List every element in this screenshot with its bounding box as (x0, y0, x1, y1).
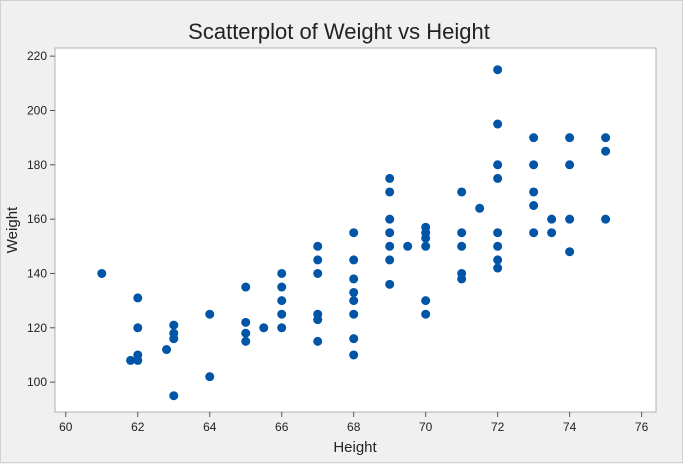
data-point (133, 355, 143, 365)
data-point (313, 336, 323, 346)
x-axis: 60 62 64 66 68 70 72 74 76 (59, 412, 649, 434)
data-point (565, 160, 575, 170)
data-point (133, 323, 143, 333)
data-point (349, 287, 359, 297)
data-point (349, 334, 359, 344)
x-tick-label: 62 (131, 420, 145, 434)
data-point (565, 133, 575, 143)
data-point (457, 187, 467, 197)
data-point (313, 255, 323, 265)
data-point (277, 323, 287, 333)
x-tick-label: 76 (635, 420, 649, 434)
data-point (493, 263, 503, 273)
x-tick-label: 66 (275, 420, 289, 434)
data-point (421, 241, 431, 251)
data-point (277, 268, 287, 278)
data-point (493, 228, 503, 238)
data-point (385, 214, 395, 224)
data-point (205, 372, 215, 382)
data-point (313, 315, 323, 325)
data-point (385, 228, 395, 238)
data-point (457, 274, 467, 284)
data-point (493, 173, 503, 183)
data-point (277, 296, 287, 306)
data-point (162, 345, 172, 355)
y-tick-label: 180 (27, 158, 47, 172)
data-point (529, 187, 539, 197)
data-point (385, 187, 395, 197)
data-point (529, 201, 539, 211)
data-point (529, 133, 539, 143)
data-point (277, 309, 287, 319)
data-point (205, 309, 215, 319)
x-tick-label: 68 (347, 420, 361, 434)
x-tick-label: 74 (563, 420, 577, 434)
data-point (385, 241, 395, 251)
data-point (277, 282, 287, 292)
data-point (493, 255, 503, 265)
data-point (493, 241, 503, 251)
y-tick-label: 100 (27, 375, 47, 389)
data-point (385, 255, 395, 265)
data-point (421, 296, 431, 306)
data-point (349, 274, 359, 284)
data-point (241, 328, 251, 338)
data-point (169, 334, 179, 344)
data-point (385, 173, 395, 183)
data-point (547, 214, 557, 224)
data-point (133, 293, 143, 303)
data-point (126, 355, 136, 365)
data-point (403, 241, 413, 251)
data-point (349, 350, 359, 360)
x-axis-title: Height (333, 439, 377, 456)
data-point (457, 241, 467, 251)
data-point (241, 317, 251, 327)
data-point (241, 282, 251, 292)
x-tick-label: 72 (491, 420, 505, 434)
data-point (97, 268, 107, 278)
data-point (601, 214, 611, 224)
data-point (493, 65, 503, 75)
chart-title: Scatterplot of Weight vs Height (188, 19, 490, 44)
data-point (565, 247, 575, 257)
data-point (169, 320, 179, 330)
data-points (97, 65, 611, 401)
data-point (421, 233, 431, 243)
data-point (529, 160, 539, 170)
data-point (493, 160, 503, 170)
data-point (457, 228, 467, 238)
data-point (313, 241, 323, 251)
y-tick-label: 120 (27, 321, 47, 335)
data-point (349, 228, 359, 238)
y-tick-label: 140 (27, 266, 47, 280)
y-tick-label: 220 (27, 49, 47, 63)
x-tick-label: 64 (203, 420, 217, 434)
data-point (565, 214, 575, 224)
data-point (421, 309, 431, 319)
data-point (241, 336, 251, 346)
data-point (349, 309, 359, 319)
data-point (493, 119, 503, 129)
data-point (601, 146, 611, 156)
y-tick-label: 160 (27, 212, 47, 226)
data-point (349, 255, 359, 265)
data-point (349, 296, 359, 306)
data-point (547, 228, 557, 238)
data-point (259, 323, 269, 333)
y-axis: 100 120 140 160 180 200 220 (27, 49, 55, 389)
data-point (601, 133, 611, 143)
data-point (529, 228, 539, 238)
data-point (475, 203, 485, 213)
data-point (169, 391, 179, 401)
x-tick-label: 70 (419, 420, 433, 434)
y-axis-title: Weight (4, 206, 21, 253)
data-point (385, 279, 395, 289)
data-point (313, 268, 323, 278)
y-tick-label: 200 (27, 103, 47, 117)
x-tick-label: 60 (59, 420, 73, 434)
